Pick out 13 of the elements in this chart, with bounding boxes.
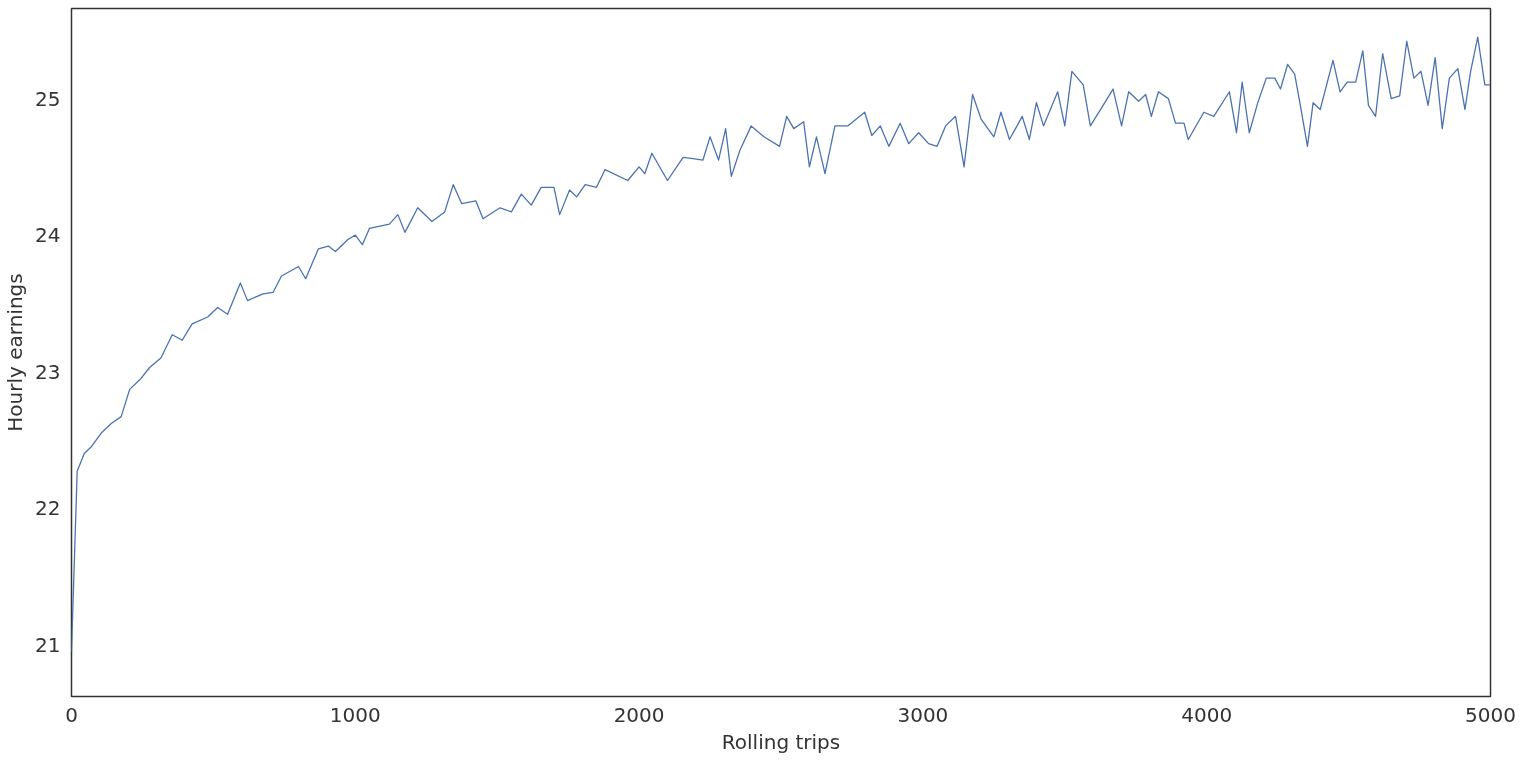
x-tick-label: 2000: [613, 702, 665, 727]
x-tick-label: 1000: [329, 702, 381, 727]
y-tick-label: 25: [35, 86, 61, 111]
x-tick-label: 0: [65, 702, 78, 727]
y-tick-label: 22: [35, 496, 61, 521]
y-axis-title: Hourly earnings: [3, 273, 28, 432]
x-axis-title: Rolling trips: [721, 729, 841, 754]
x-tick-label: 5000: [1465, 702, 1516, 727]
y-tick-label: 23: [35, 359, 61, 384]
x-tick-label: 3000: [897, 702, 949, 727]
y-tick-label: 24: [35, 223, 61, 248]
x-tick-label: 4000: [1181, 702, 1233, 727]
y-tick-label: 21: [35, 632, 61, 657]
